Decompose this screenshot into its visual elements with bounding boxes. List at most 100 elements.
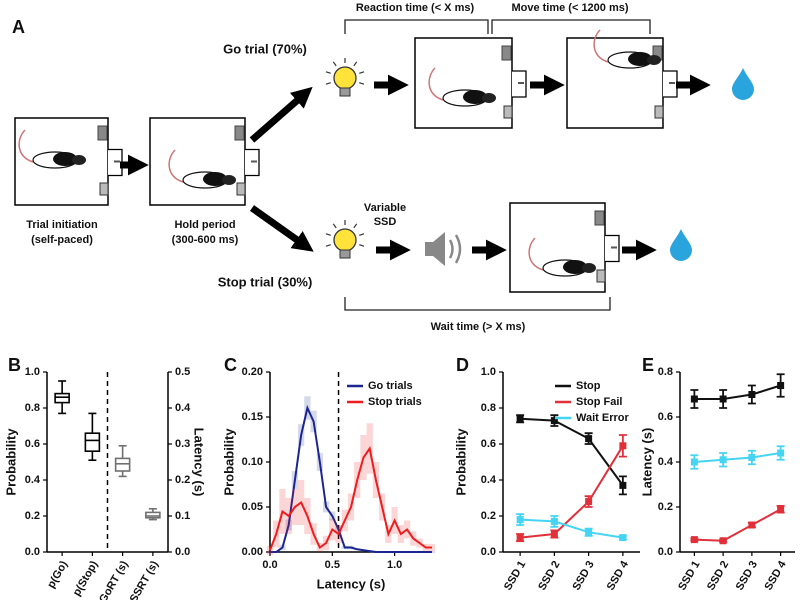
x-tick-label: 1.0 <box>387 559 402 571</box>
y-tick-label: 0.6 <box>481 438 496 450</box>
x-tick-label: SSD 2 <box>705 559 731 593</box>
x-tick-label: SSD 4 <box>762 558 789 592</box>
y-tick-label: 0.2 <box>481 510 496 522</box>
marker <box>585 498 593 506</box>
rat-tail <box>168 149 184 183</box>
y-axis-label: Probability <box>453 428 468 496</box>
box <box>84 432 101 453</box>
rat-head <box>222 175 236 185</box>
y-tick-label: 0.4 <box>175 402 191 414</box>
go-trial: Go trial (70%) <box>223 41 307 56</box>
y-tick-label: 0.2 <box>175 474 190 486</box>
bulb-ray <box>359 82 365 85</box>
rat-head <box>72 155 86 165</box>
series-line <box>694 384 781 400</box>
x-tick-label: SSD 2 <box>536 559 562 593</box>
y-tick-label: 0.0 <box>25 546 40 558</box>
x-tick-label: SSD 3 <box>734 559 760 593</box>
y-tick-label: 0.8 <box>481 402 496 414</box>
sound-waves <box>448 234 462 264</box>
y2-axis-label: Latency (s) <box>192 428 207 497</box>
x-tick-label: 0.0 <box>262 559 277 571</box>
marker <box>516 534 524 542</box>
marker <box>690 536 698 544</box>
legend-label: Stop Fail <box>576 396 622 408</box>
marker <box>748 454 756 461</box>
marker <box>777 382 785 389</box>
series-line <box>269 445 432 551</box>
rat <box>428 67 496 107</box>
water-drop <box>670 229 692 261</box>
marker <box>777 449 785 457</box>
series-line <box>520 518 624 539</box>
panel-label: B <box>8 355 21 375</box>
rat-patch <box>563 260 587 274</box>
timing-bracket <box>344 19 651 34</box>
rat-patch <box>463 90 487 104</box>
reaction-time: Reaction time (< X ms) <box>356 2 475 14</box>
x-tick-label: SSD 4 <box>605 558 632 592</box>
rat-head <box>582 263 596 273</box>
x-tick-label: p(Go) <box>45 559 70 591</box>
water-drop <box>732 68 754 100</box>
x-tick-label: SSRT (s) <box>128 559 161 600</box>
marker <box>619 442 627 450</box>
marker <box>719 395 727 403</box>
y-tick-label: 0.0 <box>658 546 673 558</box>
step-label: Hold period <box>174 219 235 231</box>
series-line <box>694 508 782 542</box>
marker <box>585 435 593 443</box>
series-line <box>520 417 624 486</box>
y-tick-label: 0.0 <box>481 546 496 558</box>
y-tick-label: 0.8 <box>658 366 673 378</box>
marker <box>516 516 524 524</box>
rat <box>593 29 661 69</box>
bulb-base <box>339 87 351 97</box>
arrow <box>249 86 313 143</box>
rat-head <box>647 55 661 65</box>
spout <box>654 105 664 119</box>
bulb <box>333 66 357 90</box>
marker <box>550 417 558 425</box>
legend-label: Go trials <box>368 380 413 392</box>
timing-bracket <box>344 297 611 311</box>
y-tick-label: 0.10 <box>242 456 263 468</box>
bulb-ray <box>325 71 331 74</box>
panel-label: C <box>224 355 237 375</box>
y-axis-label: Probability <box>221 428 236 496</box>
y-tick-label: 0.8 <box>25 402 40 414</box>
chamber <box>566 37 664 129</box>
rat-head <box>482 93 496 103</box>
step-label: Variable <box>364 202 406 214</box>
rat <box>528 237 596 277</box>
y-tick-label: 0.4 <box>658 456 674 468</box>
y-tick-label: 0.3 <box>175 438 190 450</box>
box <box>54 392 70 404</box>
marker <box>619 481 627 489</box>
y-tick-label: 0.1 <box>175 510 190 522</box>
rat-tail <box>428 67 444 101</box>
marker <box>619 534 627 542</box>
y-axis-label: Latency (s) <box>639 428 654 497</box>
chamber <box>509 202 606 293</box>
y-tick-label: 0.6 <box>658 411 673 423</box>
y-tick-label: 0.4 <box>25 474 41 486</box>
x-axis-label: Latency (s) <box>317 576 386 591</box>
y-tick-label: 1.0 <box>481 366 496 378</box>
x-tick-label: SSD 1 <box>676 559 702 593</box>
y-tick-label: 0.5 <box>175 366 190 378</box>
chamber-light <box>234 125 245 141</box>
step-label: Trial initiation <box>26 219 98 231</box>
x-tick-label: 0.5 <box>325 559 340 571</box>
move-time: Move time (< 1200 ms) <box>511 2 628 14</box>
chamber-light <box>97 125 108 141</box>
y-axis-label: Probability <box>3 428 18 496</box>
y-tick-label: 0.15 <box>242 411 263 423</box>
x-tick-label: SSD 1 <box>502 559 528 593</box>
y-tick-label: 0.05 <box>242 501 263 513</box>
x-tick-label: SSD 3 <box>570 559 596 593</box>
stop-trial: Stop trial (30%) <box>218 274 313 289</box>
bulb-ray <box>332 61 337 67</box>
rat-patch <box>628 52 652 66</box>
